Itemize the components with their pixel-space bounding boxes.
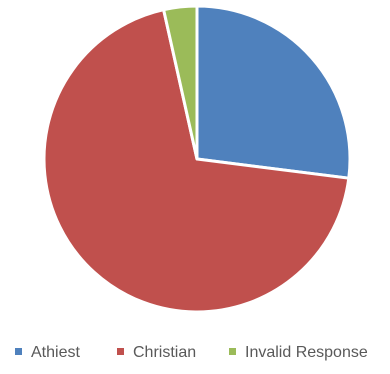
pie-slices	[42, 4, 352, 314]
pie-slice-athiest	[195, 4, 352, 180]
legend: Athiest Christian Invalid Response	[15, 344, 368, 361]
legend-item-invalid-response: Invalid Response	[229, 344, 368, 361]
legend-swatch-invalid-response	[229, 348, 236, 355]
legend-label-athiest: Athiest	[31, 344, 80, 361]
legend-swatch-athiest	[15, 348, 22, 355]
legend-label-invalid-response: Invalid Response	[245, 344, 368, 361]
pie-slice-invalid-response	[162, 4, 199, 161]
pie-slice-christian	[42, 8, 351, 314]
legend-item-athiest: Athiest	[15, 344, 80, 361]
legend-label-christian: Christian	[133, 344, 196, 361]
legend-swatch-christian	[117, 348, 124, 355]
legend-item-christian: Christian	[117, 344, 196, 361]
